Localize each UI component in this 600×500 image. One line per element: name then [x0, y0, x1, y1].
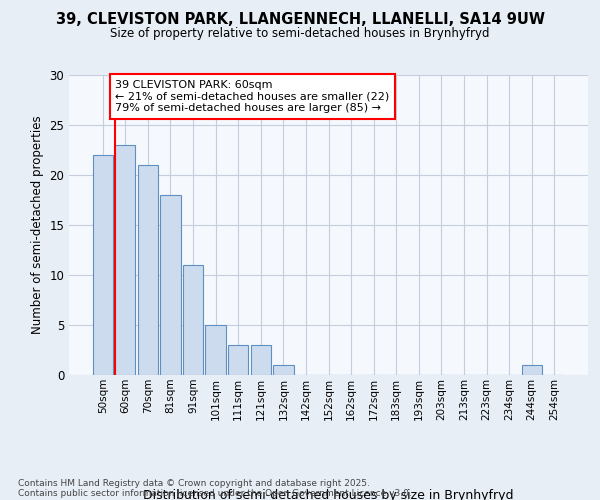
Bar — [160, 195, 181, 375]
Text: Contains public sector information licensed under the Open Government Licence v3: Contains public sector information licen… — [18, 488, 412, 498]
X-axis label: Distribution of semi-detached houses by size in Brynhyfryd: Distribution of semi-detached houses by … — [143, 490, 514, 500]
Y-axis label: Number of semi-detached properties: Number of semi-detached properties — [31, 116, 44, 334]
Bar — [183, 265, 203, 375]
Text: 39, CLEVISTON PARK, LLANGENNECH, LLANELLI, SA14 9UW: 39, CLEVISTON PARK, LLANGENNECH, LLANELL… — [56, 12, 545, 28]
Bar — [273, 365, 293, 375]
Bar — [138, 165, 158, 375]
Bar — [92, 155, 113, 375]
Bar — [205, 325, 226, 375]
Text: 39 CLEVISTON PARK: 60sqm
← 21% of semi-detached houses are smaller (22)
79% of s: 39 CLEVISTON PARK: 60sqm ← 21% of semi-d… — [115, 80, 389, 113]
Bar — [115, 145, 136, 375]
Bar — [251, 345, 271, 375]
Text: Size of property relative to semi-detached houses in Brynhyfryd: Size of property relative to semi-detach… — [110, 28, 490, 40]
Text: Contains HM Land Registry data © Crown copyright and database right 2025.: Contains HM Land Registry data © Crown c… — [18, 478, 370, 488]
Bar — [521, 365, 542, 375]
Bar — [228, 345, 248, 375]
